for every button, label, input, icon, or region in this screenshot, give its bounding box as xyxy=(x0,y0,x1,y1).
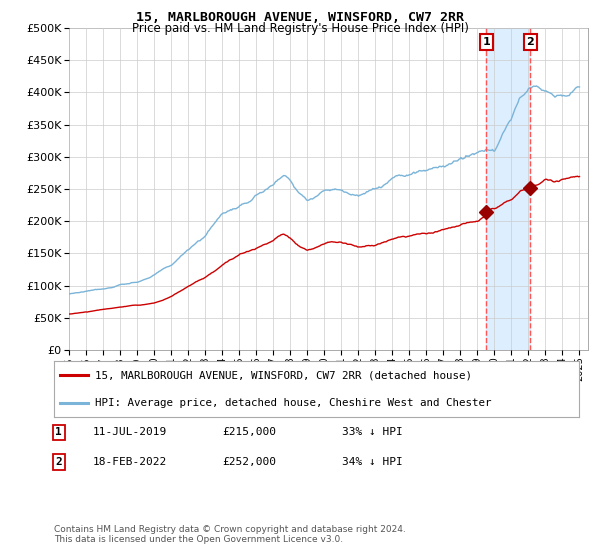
Text: 1: 1 xyxy=(482,37,490,47)
Text: 11-JUL-2019: 11-JUL-2019 xyxy=(93,427,167,437)
Text: £215,000: £215,000 xyxy=(222,427,276,437)
Text: 2: 2 xyxy=(527,37,535,47)
Text: HPI: Average price, detached house, Cheshire West and Chester: HPI: Average price, detached house, Ches… xyxy=(95,398,491,408)
Bar xyxy=(487,28,530,350)
Text: £252,000: £252,000 xyxy=(222,457,276,467)
Text: 2: 2 xyxy=(55,457,62,467)
Text: Price paid vs. HM Land Registry's House Price Index (HPI): Price paid vs. HM Land Registry's House … xyxy=(131,22,469,35)
Text: 33% ↓ HPI: 33% ↓ HPI xyxy=(342,427,403,437)
Text: 1: 1 xyxy=(55,427,62,437)
Text: 18-FEB-2022: 18-FEB-2022 xyxy=(93,457,167,467)
Text: 15, MARLBOROUGH AVENUE, WINSFORD, CW7 2RR (detached house): 15, MARLBOROUGH AVENUE, WINSFORD, CW7 2R… xyxy=(95,370,472,380)
Text: 34% ↓ HPI: 34% ↓ HPI xyxy=(342,457,403,467)
Text: Contains HM Land Registry data © Crown copyright and database right 2024.
This d: Contains HM Land Registry data © Crown c… xyxy=(54,525,406,544)
Text: 15, MARLBOROUGH AVENUE, WINSFORD, CW7 2RR: 15, MARLBOROUGH AVENUE, WINSFORD, CW7 2R… xyxy=(136,11,464,24)
